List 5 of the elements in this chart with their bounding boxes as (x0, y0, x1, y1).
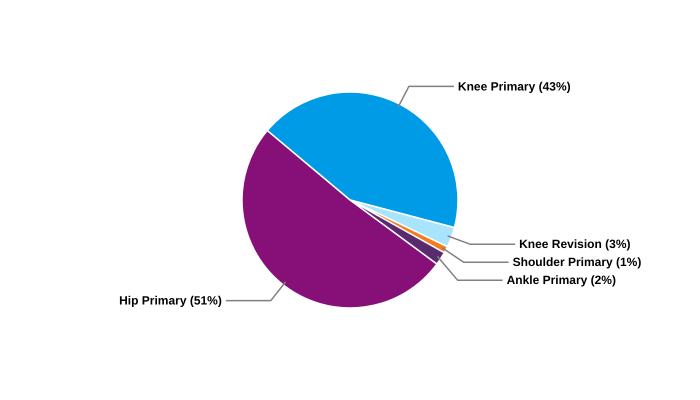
slice-label: Knee Revision (3%) (519, 237, 630, 252)
slice-label: Knee Primary (43%) (458, 79, 571, 94)
slice-label: Hip Primary (51%) (119, 294, 222, 308)
slice-label: Shoulder Primary (1%) (512, 255, 642, 270)
slice-label: Ankle Primary (2%) (506, 273, 616, 288)
